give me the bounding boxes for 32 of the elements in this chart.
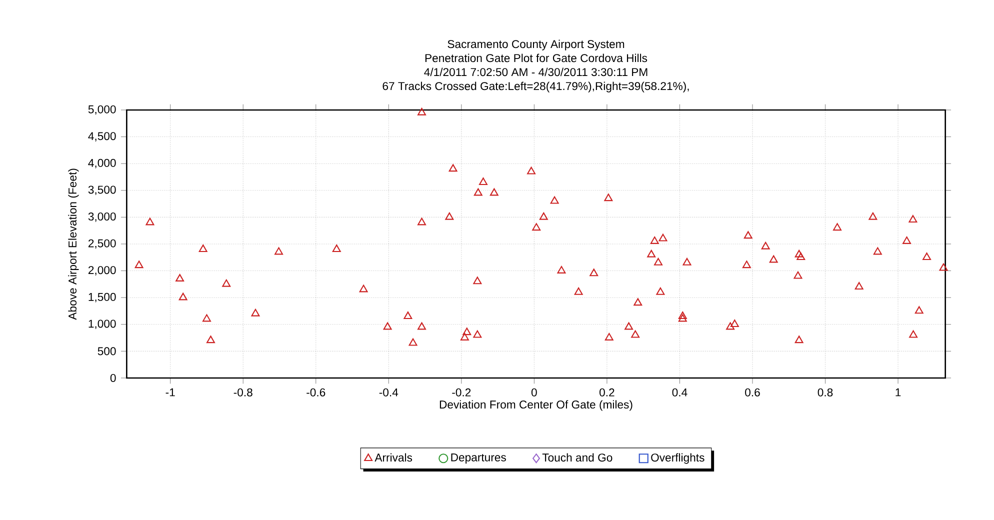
y-axis-title: Above Airport Elevation (Feet) bbox=[68, 168, 79, 320]
text: 4/1/2011 7:02:50 AM - 4/30/2011 3:30:11 PM bbox=[424, 68, 648, 76]
y-tick-label: 2,000 bbox=[88, 266, 116, 276]
x-tick-label: 0.4 bbox=[672, 388, 688, 396]
chart-subtitle: Penetration Gate Plot for Gate Cordova Hills bbox=[425, 54, 648, 62]
y-tick-label: 1,500 bbox=[88, 292, 116, 302]
y-tick-label: 3,500 bbox=[88, 186, 116, 196]
x-tick-label: -0.2 bbox=[452, 388, 471, 396]
legend-label: Arrivals bbox=[374, 453, 412, 462]
y-tick-label: 3,000 bbox=[88, 212, 116, 222]
x-tick-label: 0.6 bbox=[745, 388, 760, 396]
y-tick-label: 5,000 bbox=[88, 105, 116, 115]
x-tick-label: -1 bbox=[166, 388, 175, 396]
y-tick-label: 500 bbox=[98, 347, 116, 356]
legend-label: Touch and Go bbox=[542, 453, 612, 462]
y-tick-label: 0 bbox=[110, 374, 116, 382]
x-tick-label: -0.4 bbox=[379, 388, 398, 396]
x-axis-title: Deviation From Center Of Gate (miles) bbox=[440, 400, 632, 411]
x-tick-label: -0.8 bbox=[234, 388, 252, 396]
y-tick-label: 4,500 bbox=[88, 132, 116, 142]
legend-label: Overflights bbox=[651, 453, 704, 464]
text: 67 Tracks Crossed Gate:Left=28(41.79%),Right=39(58.21%), bbox=[382, 82, 689, 92]
y-tick-label: 2,500 bbox=[88, 239, 116, 249]
y-tick-label: 1,000 bbox=[88, 320, 116, 330]
y-tick-label: 4,000 bbox=[88, 158, 116, 168]
x-tick-label: -0.6 bbox=[306, 388, 326, 396]
x-tick-label: 0 bbox=[531, 388, 537, 396]
x-tick-label: 0.8 bbox=[818, 388, 833, 396]
chart-title: Sacramento County Airport System bbox=[448, 40, 624, 50]
x-tick-label: 0.2 bbox=[600, 388, 614, 396]
x-tick-label: 1 bbox=[896, 388, 901, 396]
legend-label: Departures bbox=[451, 453, 506, 464]
